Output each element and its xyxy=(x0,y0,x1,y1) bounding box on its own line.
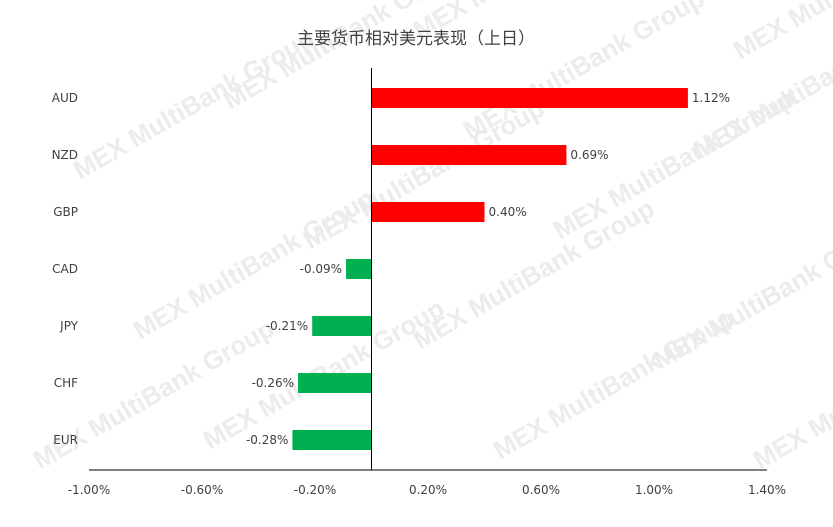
x-tick-label: 0.20% xyxy=(409,483,447,497)
category-label-gbp: GBP xyxy=(53,205,78,219)
bar-aud xyxy=(371,88,688,108)
x-tick-label: 1.40% xyxy=(748,483,786,497)
bar-gbp xyxy=(371,202,485,222)
x-tick-label: 1.00% xyxy=(635,483,673,497)
category-label-chf: CHF xyxy=(54,376,78,390)
chart-title: 主要货币相对美元表现（上日） xyxy=(297,29,535,49)
category-label-aud: AUD xyxy=(52,91,78,105)
data-label-chf: -0.26% xyxy=(252,376,294,390)
axis-layer: AUD NZD GBP CAD JPY CHF EUR -1.00% -0.60% -0.20% 0… xyxy=(52,68,786,497)
bar-chf xyxy=(298,373,372,393)
bars-layer: 1.12% 0.69% 0.40% -0.09% -0.21% -0.26% -0.28% xyxy=(246,88,730,450)
x-tick-label: -0.20% xyxy=(294,483,336,497)
data-label-gbp: 0.40% xyxy=(489,205,527,219)
x-tick-label: 0.60% xyxy=(522,483,560,497)
data-label-cad: -0.09% xyxy=(300,262,342,276)
category-label-eur: EUR xyxy=(53,433,78,447)
x-tick-label: -0.60% xyxy=(181,483,223,497)
bar-cad xyxy=(346,259,372,279)
bar-nzd xyxy=(371,145,567,165)
watermark-logo: MEX MultiBank Group xyxy=(488,303,739,465)
watermark-logo: MEX MultiBank Group xyxy=(748,313,833,475)
data-label-nzd: 0.69% xyxy=(570,148,608,162)
watermark-logo: MEX MultiBank Group xyxy=(728,0,833,65)
x-tick-label: -1.00% xyxy=(68,483,110,497)
data-label-aud: 1.12% xyxy=(692,91,730,105)
category-label-jpy: JPY xyxy=(59,319,79,333)
data-label-eur: -0.28% xyxy=(246,433,288,447)
bar-jpy xyxy=(312,316,372,336)
bar-eur xyxy=(292,430,372,450)
category-label-cad: CAD xyxy=(52,262,78,276)
watermark-logo: MEX MultiBank Group xyxy=(68,23,319,185)
category-label-nzd: NZD xyxy=(52,148,78,162)
data-label-jpy: -0.21% xyxy=(266,319,308,333)
